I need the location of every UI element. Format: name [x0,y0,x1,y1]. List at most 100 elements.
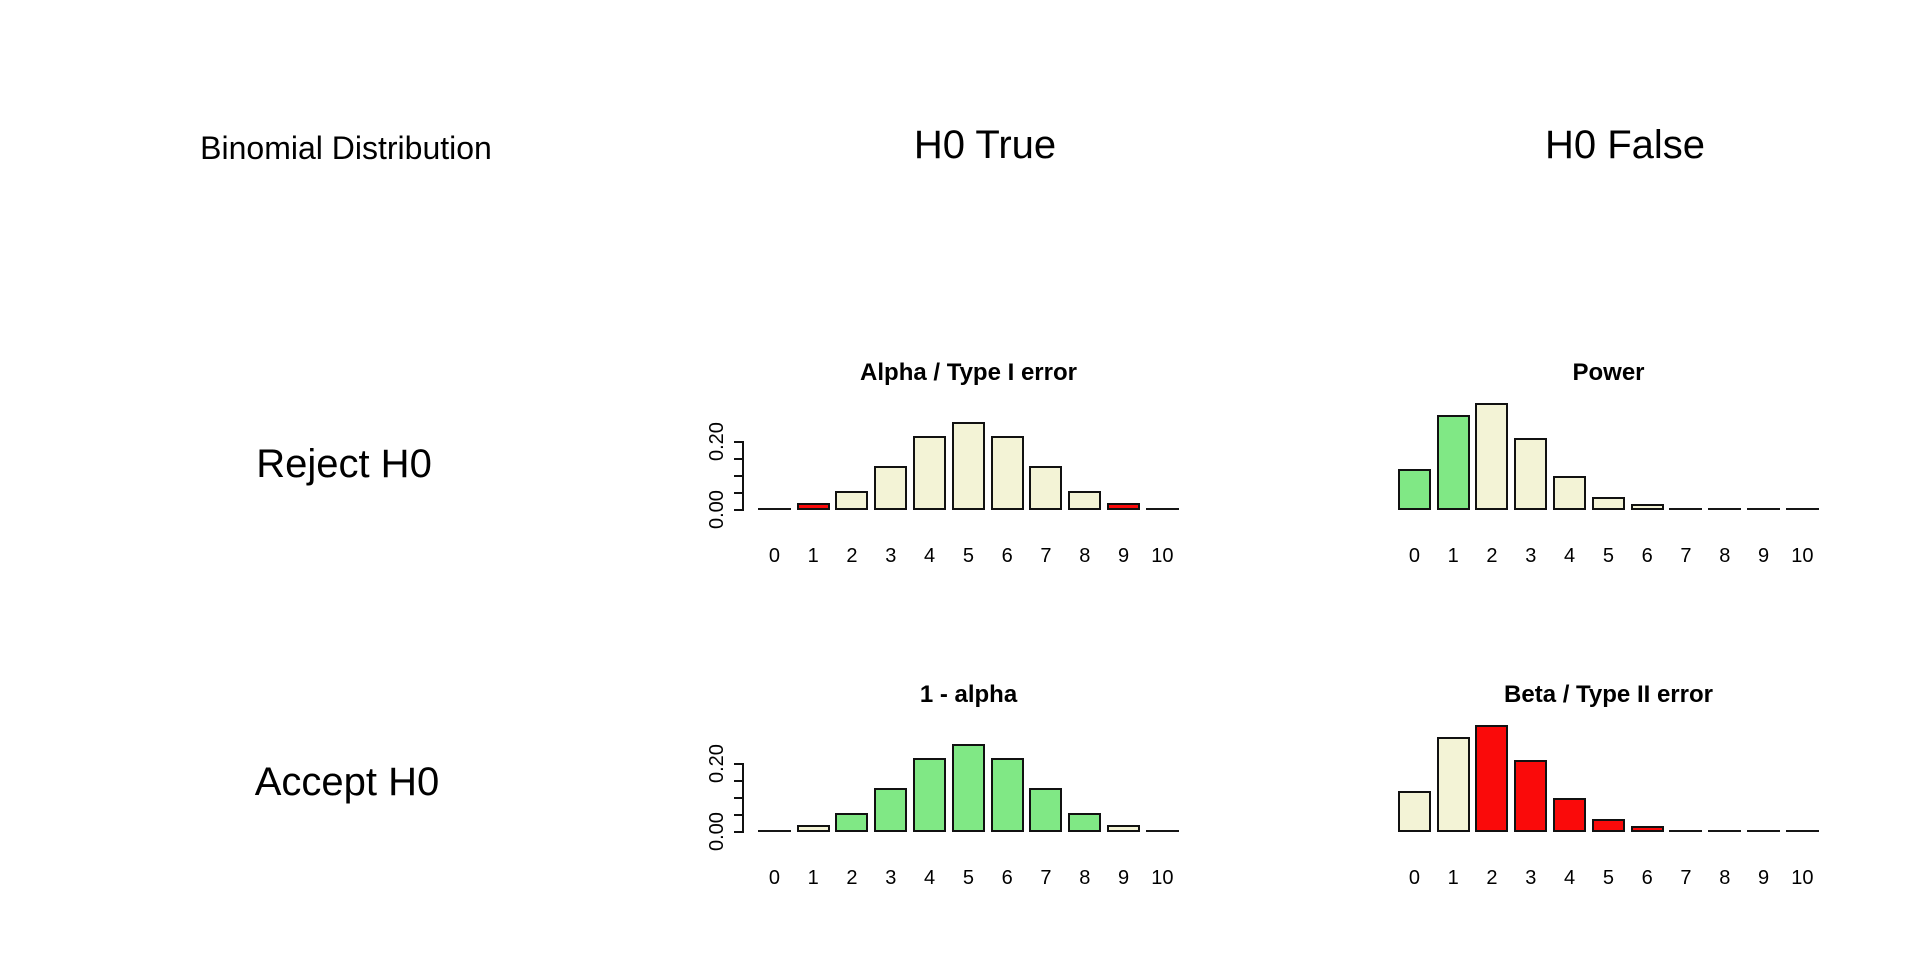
x-tick-label: 8 [1719,545,1731,567]
bar-x3 [874,466,908,510]
bar-x0 [757,507,791,510]
y-tick-label: 0.00 [706,490,728,530]
y-axis-tick [734,797,743,799]
chart-beta-type2-error: Beta / Type II error 0 1 2 3 4 5 6 7 8 9 10 [1395,677,1822,907]
x-tick-label: 1 [807,867,819,889]
x-tick-label: 8 [1719,867,1731,889]
chart-1-minus-alpha: 1 - alpha 0.00 0.20 0 1 2 3 4 5 6 7 8 9 10 [706,677,1182,907]
y-axis-tick [734,475,743,477]
bar-slot [1104,707,1143,832]
bar-x2 [835,491,869,510]
bar-x4 [913,436,947,510]
bar-x1 [1436,736,1470,832]
chart-power: Power 0 1 2 3 4 5 6 7 8 9 10 [1395,355,1822,585]
bar-slot [1744,385,1783,510]
x-tick-label: 7 [1040,867,1052,889]
column-header-h0-true: H0 True [913,123,1057,167]
bar-x2 [835,813,869,832]
bar-x7 [1029,788,1063,832]
x-tick-label: 4 [924,545,936,567]
bar-x1 [1436,414,1470,510]
bar-slot [1511,385,1550,510]
x-tick-label: 7 [1040,545,1052,567]
x-tick-label: 5 [1602,867,1614,889]
bar-x8 [1068,813,1102,832]
bar-slot [988,707,1027,832]
x-tick-label: 7 [1680,545,1692,567]
x-tick-label: 8 [1079,867,1091,889]
bar-slot [910,707,949,832]
x-tick-label: 1 [807,545,819,567]
chart-title: Alpha / Type I error [860,359,1077,386]
bar-x8 [1068,491,1102,510]
bar-slot [1550,385,1589,510]
bar-x1 [796,502,830,510]
bar-x9 [1747,507,1781,510]
x-tick-label: 10 [1151,867,1174,889]
figure-corner-title: Binomial Distribution [200,130,492,166]
bar-slot [1473,385,1512,510]
y-axis-tick [734,831,743,833]
y-axis-tick [734,509,743,511]
bar-slot [1434,707,1473,832]
plot-area: 0.00 0.20 [706,707,1182,851]
bar-x0 [1397,469,1431,510]
bar-slot [1027,707,1066,832]
chart-title: Power [1572,359,1645,386]
bar-x5 [951,422,985,510]
x-tick-label: 10 [1791,867,1814,889]
x-tick-label: 5 [962,867,974,889]
x-tick-label: 0 [1408,867,1420,889]
x-tick-label: 6 [1641,545,1653,567]
bar-slot [1473,707,1512,832]
bar-slot [1434,385,1473,510]
bar-x7 [1669,507,1703,510]
y-axis-tick [734,763,743,765]
bar-x2 [1475,403,1509,510]
bar-slot [1395,707,1434,832]
bar-x10 [1145,507,1179,510]
bar-slot [1589,385,1628,510]
x-tick-label: 3 [1525,867,1537,889]
x-tick-label: 2 [846,867,858,889]
x-tick-label: 6 [1641,867,1653,889]
bar-slot [1143,707,1182,832]
x-axis-labels: 0 1 2 3 4 5 6 7 8 9 10 [1395,545,1822,568]
x-tick-label: 0 [1408,545,1420,567]
chart-alpha-type1-error: Alpha / Type I error 0.00 0.20 0 1 2 3 4 5 6 7 8 9… [706,355,1182,585]
chart-title: Beta / Type II error [1504,681,1713,708]
bar-slot [949,707,988,832]
x-tick-label: 1 [1447,867,1459,889]
x-tick-label: 9 [1118,867,1130,889]
y-axis-tick [734,458,743,460]
bar-x8 [1708,507,1742,510]
bar-x5 [1591,497,1625,510]
bar-x9 [1747,829,1781,832]
bar-slot [794,385,833,510]
x-tick-label: 3 [885,867,897,889]
y-tick-label: 0.00 [706,812,728,852]
x-axis-labels: 0 1 2 3 4 5 6 7 8 9 10 [755,867,1182,890]
y-axis-tick [734,814,743,816]
bar-slot [1705,707,1744,832]
x-tick-label: 6 [1001,545,1013,567]
x-tick-label: 7 [1680,867,1692,889]
x-tick-label: 0 [768,545,780,567]
y-axis-line [742,441,744,511]
row-header-accept-h0: Accept H0 [254,760,440,804]
bar-x8 [1708,829,1742,832]
bar-x6 [1630,826,1664,832]
y-axis-line [742,763,744,833]
bar-x3 [1514,437,1548,510]
bar-slot [910,385,949,510]
bar-slot [871,385,910,510]
bar-slot [794,707,833,832]
bar-slot [1143,385,1182,510]
x-tick-label: 3 [885,545,897,567]
x-tick-label: 4 [1564,545,1576,567]
bar-x2 [1475,725,1509,832]
bar-slot [1783,385,1822,510]
x-tick-label: 2 [846,545,858,567]
bar-x5 [951,744,985,832]
bar-x6 [1630,504,1664,510]
